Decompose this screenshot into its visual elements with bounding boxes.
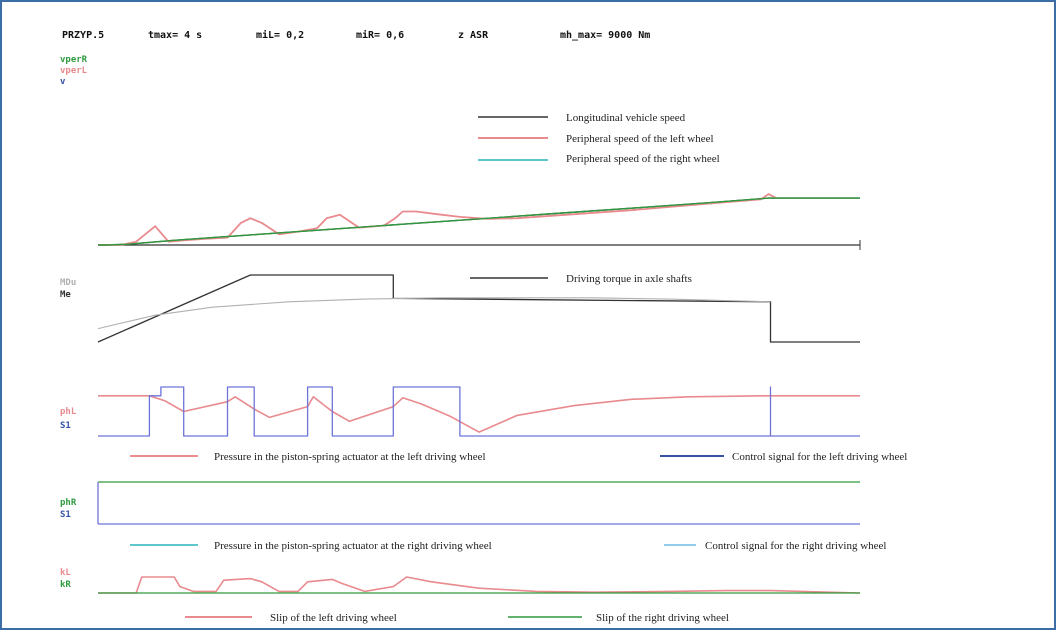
left-actuator-series-group — [98, 386, 860, 437]
series-line-left-actuator-S1 — [98, 386, 860, 437]
channel-label-vperR: vperR — [60, 55, 88, 65]
legend-label-right-slip: Slip of the right driving wheel — [596, 612, 729, 624]
speeds-legend: Longitudinal vehicle speed Peripheral sp… — [478, 112, 720, 165]
series-line-torque-MDu — [97, 297, 771, 330]
slip-series-group — [98, 576, 861, 594]
legend-label-left-control: Control signal for the left driving whee… — [732, 451, 907, 463]
header-item-3: miR= 0,6 — [356, 29, 404, 41]
right-actuator-series-group — [98, 481, 860, 525]
channel-label-vperL: vperL — [60, 66, 88, 76]
panel-right-actuator: phR S1 Pressure in the piston-spring act… — [60, 481, 886, 552]
channel-label-kR: kR — [60, 580, 71, 590]
header-bar: PRZYP.5 tmax= 4 s miL= 0,2 miR= 0,6 z AS… — [62, 29, 650, 41]
channel-label-S1-right: S1 — [60, 510, 71, 520]
series-line-slip-kL — [98, 576, 861, 594]
legend-label-left-pressure: Pressure in the piston-spring actuator a… — [214, 451, 486, 463]
channel-label-v: v — [60, 77, 66, 87]
panel-slip: kL kR Slip of the left driving wheel Sli… — [60, 568, 861, 624]
legend-label-right-wheel-speed: Peripheral speed of the right wheel — [566, 153, 720, 165]
header-item-4: z ASR — [458, 30, 489, 41]
right-actuator-legend: Pressure in the piston-spring actuator a… — [130, 540, 886, 552]
header-item-1: tmax= 4 s — [148, 30, 202, 41]
legend-label-driving-torque: Driving torque in axle shafts — [566, 273, 692, 285]
channel-label-MDu: MDu — [60, 278, 76, 288]
left-actuator-legend: Pressure in the piston-spring actuator a… — [130, 451, 907, 463]
header-item-0: PRZYP.5 — [62, 30, 104, 41]
header-item-2: miL= 0,2 — [256, 29, 304, 41]
speeds-series-group — [98, 193, 860, 246]
series-line-left-actuator-phL — [98, 394, 860, 433]
channel-label-S1-left: S1 — [60, 421, 71, 431]
panel-speeds: vperR vperL v Longitudinal vehicle speed… — [60, 55, 861, 250]
legend-label-left-slip: Slip of the left driving wheel — [270, 612, 397, 624]
legend-label-left-wheel-speed: Peripheral speed of the left wheel — [566, 133, 714, 145]
header-item-5: mh_max= 9000 Nm — [560, 30, 650, 41]
slip-legend: Slip of the left driving wheel Slip of t… — [185, 612, 729, 624]
panel-torque: MDu Me Driving torque in axle shafts — [60, 273, 860, 343]
torque-series-group — [97, 274, 860, 343]
legend-label-right-control: Control signal for the right driving whe… — [705, 540, 886, 552]
series-line-speeds-vperR — [98, 197, 860, 246]
torque-legend: Driving torque in axle shafts — [470, 273, 692, 285]
legend-label-right-pressure: Pressure in the piston-spring actuator a… — [214, 540, 492, 552]
channel-label-kL: kL — [60, 568, 71, 578]
panel-left-actuator: phL S1 Pressure in the piston-spring act… — [60, 386, 907, 463]
legend-label-vehicle-speed: Longitudinal vehicle speed — [566, 112, 686, 124]
channel-label-phL: phL — [60, 407, 77, 417]
channel-label-Me: Me — [60, 290, 71, 300]
channel-label-phR: phR — [60, 498, 77, 508]
